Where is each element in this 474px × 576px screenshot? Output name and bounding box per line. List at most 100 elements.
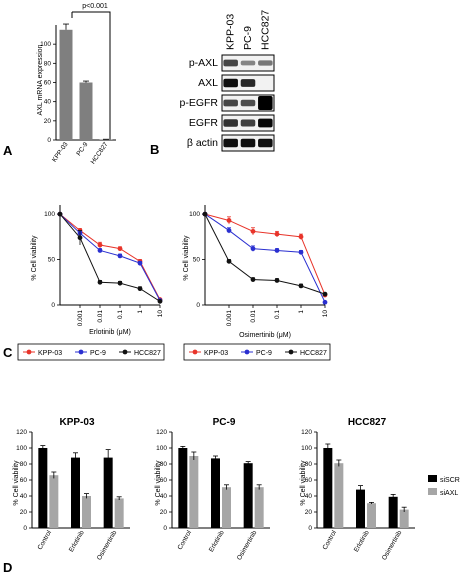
data-point [137,260,143,266]
legend-label-siaxl: siAXL [440,490,458,497]
series-line-hcc827 [59,213,161,302]
data-point [117,280,123,286]
osimertinib-legend: KPP-03 PC-9 HCC827 [183,343,331,361]
bar-kpp-03 [59,29,73,141]
blot-band [240,60,256,66]
bar-siscr [388,496,398,528]
osimertinib-ylabel: % Cell viability [183,235,190,281]
bar-siscr [178,448,188,528]
legend-box [183,343,331,361]
blot-band [240,79,256,87]
blot-row-label: EGFR [189,117,219,129]
y-tick-label: 40 [160,493,168,500]
data-point [274,248,280,253]
hcc827-sirna-chart: HCC827 % Cell viability 0 20 40 60 80 100 120 C… [300,417,415,561]
data-point [157,298,163,304]
y-tick-label: 60 [305,477,313,484]
blot-band [240,119,256,127]
blot-lane-label: KPP-03 [225,14,237,50]
axl-mrna-ylabel: AXL mRNA expression [37,44,44,115]
blot-band [240,99,256,107]
data-point [250,277,256,282]
y-tick-label: 0 [47,137,51,144]
x-tick-label: Erlotinib [208,529,226,553]
y-tick-label: 120 [301,429,312,436]
data-point [250,228,256,234]
y-tick-label: 120 [16,429,27,436]
significance-bracket [71,11,111,140]
hcc827-ylabel: % Cell viability [300,460,307,506]
pc9-ylabel: % Cell viability [155,460,162,506]
data-point [322,291,328,297]
bar-siaxl [189,456,199,528]
bar-siaxl [82,496,91,528]
y-tick-label: 60 [20,477,28,484]
kpp03-sirna-chart: KPP-03 % Cell viability 0 20 40 60 80 100 120 C… [13,417,130,561]
y-tick-label: 120 [156,429,167,436]
blot-band [240,138,256,148]
x-tick-label: 0.1 [274,310,281,319]
data-point [298,283,304,289]
legend-marker [288,349,294,355]
blot-band [258,96,273,110]
data-point [298,249,304,255]
blot-row-label: p-EGFR [179,97,218,109]
series-line-kpp-03 [59,213,161,300]
data-point [97,279,103,285]
legend-swatch-siscr [428,475,437,482]
y-tick-label: 0 [308,525,312,532]
bar-siaxl [222,487,231,528]
y-tick-label: 20 [160,509,168,516]
blot-lane-label: HCC827 [259,10,271,50]
kpp03-title: KPP-03 [59,417,94,428]
x-tick-label: PC-9 [75,141,89,157]
legend-label-hcc827: HCC827 [134,350,161,357]
bar-siaxl [399,509,409,528]
y-tick-label: 40 [305,493,313,500]
blot-row-label: β actin [187,137,218,149]
x-tick-label: 0.01 [250,310,257,323]
y-tick-label: 80 [305,461,313,468]
data-point [202,211,208,217]
y-tick-label: 100 [40,41,51,48]
data-point [97,248,103,253]
data-point [226,228,232,233]
x-tick-label: 10 [322,310,329,318]
data-point [274,231,280,237]
hcc827-title: HCC827 [348,417,387,428]
y-tick-label: 0 [23,525,27,532]
blot-band [223,119,238,127]
y-tick-label: 100 [156,445,167,452]
x-tick-label: HCC827 [90,141,110,166]
data-point [97,242,103,248]
kpp03-ylabel: % Cell viability [13,460,20,506]
y-tick-label: 60 [44,80,52,87]
erlotinib-xlabel: Erlotinib (μM) [89,329,131,336]
osimertinib-xlabel: Osimertinib (μM) [239,332,291,339]
blot-band [223,138,238,148]
bar-siscr [356,489,365,528]
y-tick-label: 50 [193,257,201,264]
panel-label-c: C [3,345,13,360]
pc9-sirna-chart: PC-9 % Cell viability 0 20 40 60 80 100 120 Con… [155,417,270,561]
x-tick-label: Control [37,529,54,551]
x-tick-label: 0.1 [117,310,124,319]
bar-siaxl [334,463,344,528]
p-value-annotation: p<0.001 [82,3,108,10]
y-tick-label: 80 [20,461,28,468]
blot-row-label: AXL [198,77,218,89]
bar-pc-9 [79,82,93,140]
pc9-title: PC-9 [213,417,236,428]
x-tick-label: Control [177,529,194,551]
bar-siaxl [114,498,124,528]
legend-marker [78,349,84,355]
y-tick-label: 20 [305,509,313,516]
blot-band [223,59,238,67]
axl-mrna-bar-chart: AXL mRNA expression p<0.001 0 20 40 60 80 100… [37,3,116,166]
data-point [250,246,256,252]
bar-siscr [323,448,333,528]
bar-siscr [103,457,113,528]
y-tick-label: 100 [16,445,27,452]
y-tick-label: 100 [189,211,200,218]
